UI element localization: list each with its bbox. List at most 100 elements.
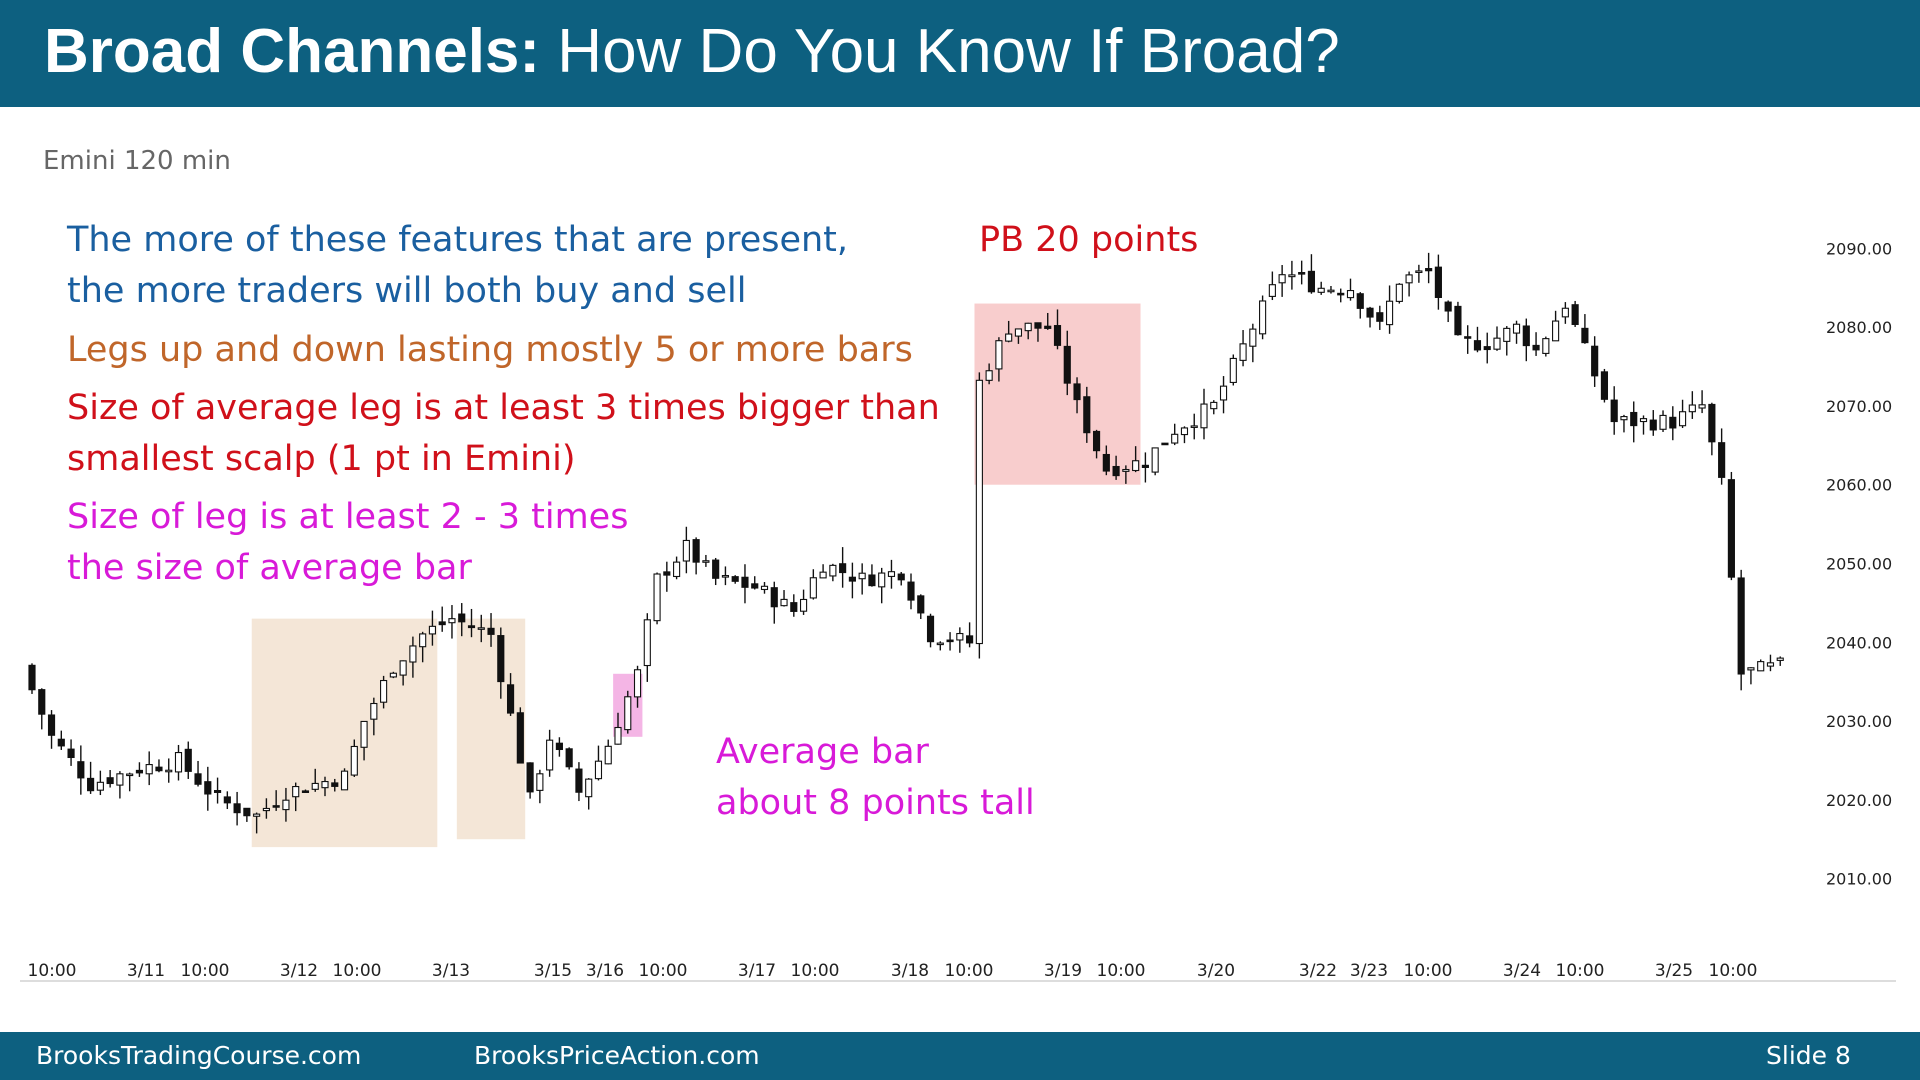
y-tick-label: 2070.00	[1826, 397, 1892, 416]
candle-body	[604, 745, 612, 765]
candle-body	[67, 748, 75, 759]
candle-body	[1298, 272, 1306, 275]
candle-body	[565, 748, 573, 768]
candle-body	[956, 632, 964, 641]
candle-body	[1268, 284, 1276, 297]
chart-subtitle: Emini 120 min	[43, 146, 231, 176]
candle-body	[1766, 662, 1775, 667]
candle-body	[506, 684, 515, 714]
candle-body	[350, 745, 358, 776]
x-tick-label: 3/11	[127, 961, 165, 981]
candle-body	[1512, 323, 1521, 334]
candle-body	[28, 664, 36, 691]
candle-body	[233, 803, 241, 814]
note-average-bar-2: about 8 points tall	[716, 783, 1035, 823]
candle-body	[1122, 468, 1130, 472]
candle-body	[643, 619, 651, 667]
footer-bar: BrooksTradingCourse.com BrooksPriceActio…	[0, 1032, 1920, 1080]
candle-body	[428, 625, 437, 635]
candle-body	[380, 679, 388, 703]
candle-body	[1190, 425, 1198, 428]
candle-body	[526, 762, 534, 793]
candle-body	[174, 752, 183, 773]
candle-body	[653, 573, 661, 622]
candle-body	[1620, 416, 1628, 421]
candle-body	[360, 720, 368, 748]
candle-body	[946, 639, 954, 643]
candle-body	[1063, 345, 1071, 384]
candle-body	[1083, 396, 1091, 434]
candle-body	[995, 340, 1003, 370]
candle-body	[145, 764, 153, 775]
note-blue-2: the more traders will both buy and sell	[67, 271, 747, 311]
candle-body	[448, 618, 456, 624]
candle-body	[848, 576, 856, 582]
candle-body	[1522, 325, 1530, 347]
note-orange: Legs up and down lasting mostly 5 or mor…	[67, 330, 913, 370]
candle-body	[311, 782, 319, 790]
candle-body	[165, 769, 173, 773]
candle-body	[467, 625, 476, 629]
candle-body	[1092, 430, 1101, 452]
candle-body	[87, 777, 95, 792]
candle-body	[741, 576, 749, 588]
candle-body	[682, 539, 690, 562]
candle-body	[497, 635, 505, 683]
x-tick-label: 3/24	[1503, 961, 1541, 981]
candle-body	[1151, 447, 1159, 473]
x-tick-label: 10:00	[1709, 961, 1758, 981]
candle-body	[1014, 328, 1023, 337]
candle-body	[204, 781, 212, 795]
candle-body	[243, 807, 251, 817]
candle-body	[47, 714, 56, 736]
candle-body	[331, 782, 339, 787]
candle-body	[575, 768, 583, 793]
candle-body	[184, 748, 192, 772]
candle-body	[1571, 304, 1579, 325]
y-tick-label: 2040.00	[1826, 633, 1892, 652]
note-pb-20-points: PB 20 points	[979, 220, 1199, 260]
candle-body	[419, 633, 427, 648]
candle-body	[1346, 290, 1355, 299]
candle-body	[975, 379, 983, 645]
candle-body	[116, 773, 124, 786]
candle-body	[477, 627, 485, 630]
candle-body	[1249, 328, 1257, 347]
candle-body	[1473, 340, 1482, 351]
x-tick-label: 10:00	[28, 961, 77, 981]
candle-body	[1376, 312, 1384, 322]
price-chart: 2010.00 2020.00 2030.00 2040.00 2050.00 2060.…	[20, 239, 1896, 982]
candle-body	[1698, 404, 1706, 409]
x-tick-label: 3/18	[891, 961, 929, 981]
title-bar	[0, 0, 1920, 107]
candle-body	[282, 799, 290, 811]
candle-body	[917, 595, 925, 614]
note-magenta-1: Size of leg is at least 2 - 3 times	[67, 497, 629, 537]
footer-center-link[interactable]: BrooksPriceAction.com	[474, 1041, 760, 1070]
candle-body	[594, 760, 603, 780]
candle-body	[692, 539, 700, 563]
box-leg-down	[456, 618, 526, 840]
y-tick-label: 2080.00	[1826, 318, 1892, 337]
candle-body	[1737, 577, 1745, 675]
y-tick-label: 2010.00	[1826, 870, 1892, 889]
candle-body	[1503, 327, 1511, 342]
x-tick-label: 3/16	[586, 961, 624, 981]
candle-body	[1688, 404, 1696, 413]
x-tick-label: 3/12	[280, 961, 318, 981]
candle-body	[1444, 301, 1452, 312]
slide-number: Slide 8	[1766, 1041, 1851, 1070]
candle-body	[907, 581, 915, 601]
x-tick-label: 10:00	[1404, 961, 1453, 981]
candle-body	[1639, 418, 1648, 423]
candle-body	[458, 613, 466, 623]
candle-body	[614, 726, 622, 745]
candle-body	[809, 577, 817, 599]
candle-body	[1708, 403, 1716, 443]
candle-body	[1229, 357, 1237, 383]
candle-body	[1483, 346, 1491, 351]
y-tick-label: 2090.00	[1826, 239, 1892, 258]
x-tick-label: 3/25	[1655, 961, 1693, 981]
candle-body	[1366, 307, 1374, 318]
footer-left-link[interactable]: BrooksTradingCourse.com	[36, 1041, 362, 1070]
